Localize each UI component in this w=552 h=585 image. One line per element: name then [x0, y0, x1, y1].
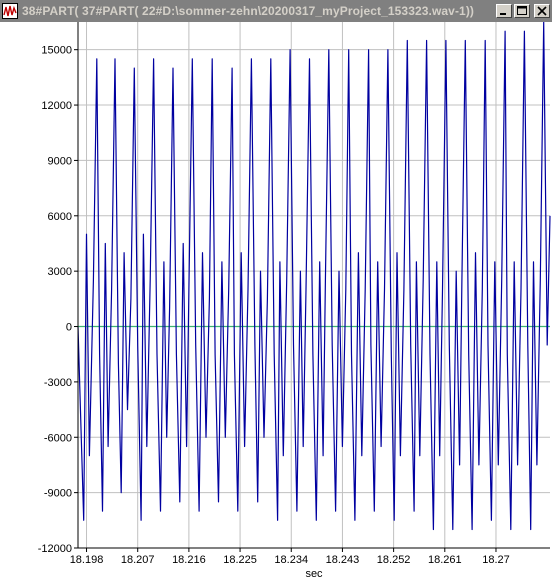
- plot-area[interactable]: 15000 12000 9000 6000 3000 0 -3000 -6000 -9000 -1…: [0, 22, 552, 585]
- x-tick-label: 18.225: [223, 554, 257, 566]
- y-tick-label: 12000: [41, 100, 72, 112]
- maximize-button[interactable]: [514, 4, 530, 18]
- y-tick-label: 0: [66, 322, 72, 334]
- x-tick-label: 18.243: [326, 554, 360, 566]
- x-tick-label: 18.27: [482, 554, 510, 566]
- waveform-series-line: [77, 22, 551, 531]
- axes: [74, 22, 550, 552]
- x-tick-label: 18.261: [428, 554, 462, 566]
- x-tick-label: 18.198: [70, 554, 104, 566]
- minimize-icon: [500, 13, 506, 15]
- x-tick-label: 18.252: [377, 554, 411, 566]
- y-tick-label: 3000: [48, 266, 72, 278]
- y-tick-label: -12000: [38, 543, 72, 555]
- x-tick-label: 18.234: [274, 554, 308, 566]
- minimize-button[interactable]: [496, 4, 512, 18]
- window-title: 38#PART( 37#PART( 22#D:\sommer-zehn\2020…: [22, 4, 475, 18]
- y-tick-label: 6000: [48, 211, 72, 223]
- y-tick-label: -9000: [44, 488, 72, 500]
- x-tick-labels: 18.198 18.207 18.216 18.225 18.234 18.243 18.2…: [70, 554, 510, 566]
- y-tick-label: -3000: [44, 377, 72, 389]
- maximize-icon: [517, 6, 527, 15]
- y-tick-label: 9000: [48, 155, 72, 167]
- close-button[interactable]: [534, 4, 550, 18]
- series-layer: [77, 22, 551, 531]
- x-axis-title: sec: [305, 568, 323, 580]
- close-icon: [537, 6, 547, 16]
- waveform-app-icon[interactable]: [2, 3, 18, 19]
- x-tick-label: 18.216: [172, 554, 206, 566]
- y-tick-labels: 15000 12000 9000 6000 3000 0 -3000 -6000 -9000 -1…: [38, 45, 72, 555]
- y-tick-label: 15000: [41, 45, 72, 57]
- waveform-chart[interactable]: 15000 12000 9000 6000 3000 0 -3000 -6000 -9000 -1…: [0, 22, 552, 585]
- x-tick-label: 18.207: [121, 554, 155, 566]
- y-tick-label: -6000: [44, 432, 72, 444]
- grid: [78, 22, 550, 549]
- title-bar[interactable]: 38#PART( 37#PART( 22#D:\sommer-zehn\2020…: [0, 0, 552, 22]
